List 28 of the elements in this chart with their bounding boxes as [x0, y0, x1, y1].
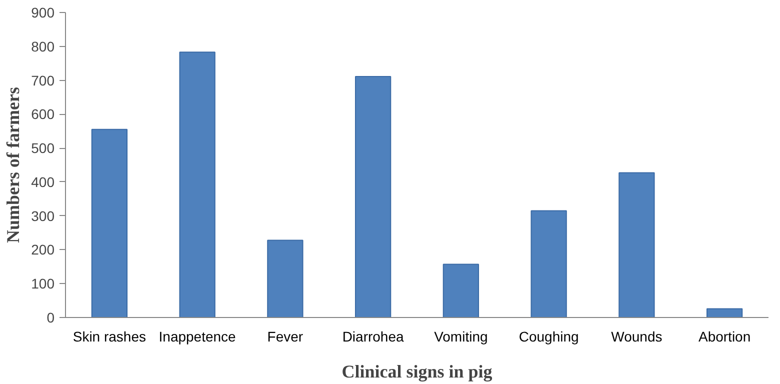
- y-tick-label: 300: [31, 208, 55, 224]
- x-tick-label: Skin rashes: [72, 328, 146, 344]
- x-tick-label: Abortion: [698, 328, 751, 344]
- x-tick-label: Vomiting: [434, 328, 488, 344]
- bar: [267, 240, 304, 318]
- x-tick-label: Diarrohea: [342, 328, 404, 344]
- y-tick-label: 600: [31, 106, 55, 122]
- y-tick-label: 700: [31, 72, 55, 88]
- x-tick-label: Inappetence: [158, 328, 236, 344]
- bar: [354, 76, 392, 318]
- x-tick-label: Coughing: [518, 328, 579, 344]
- y-tick-label: 900: [31, 4, 55, 20]
- y-tick-label: 100: [31, 276, 55, 292]
- x-tick-label: Wounds: [611, 328, 662, 344]
- bar: [442, 264, 480, 318]
- x-tick-label: Fever: [267, 328, 304, 344]
- bar: [618, 172, 655, 318]
- bar: [91, 128, 128, 318]
- y-tick-label: 500: [31, 140, 55, 156]
- bar: [179, 52, 216, 318]
- y-tick-label: 0: [46, 310, 55, 326]
- x-axis-title: Clinical signs in pig: [342, 362, 492, 382]
- y-tick-label: 400: [31, 174, 55, 190]
- bar: [530, 210, 567, 318]
- y-tick-label: 200: [31, 242, 55, 258]
- bar: [706, 308, 743, 318]
- y-axis-title: Numbers of farmers: [3, 87, 24, 243]
- y-tick-label: 800: [31, 38, 55, 54]
